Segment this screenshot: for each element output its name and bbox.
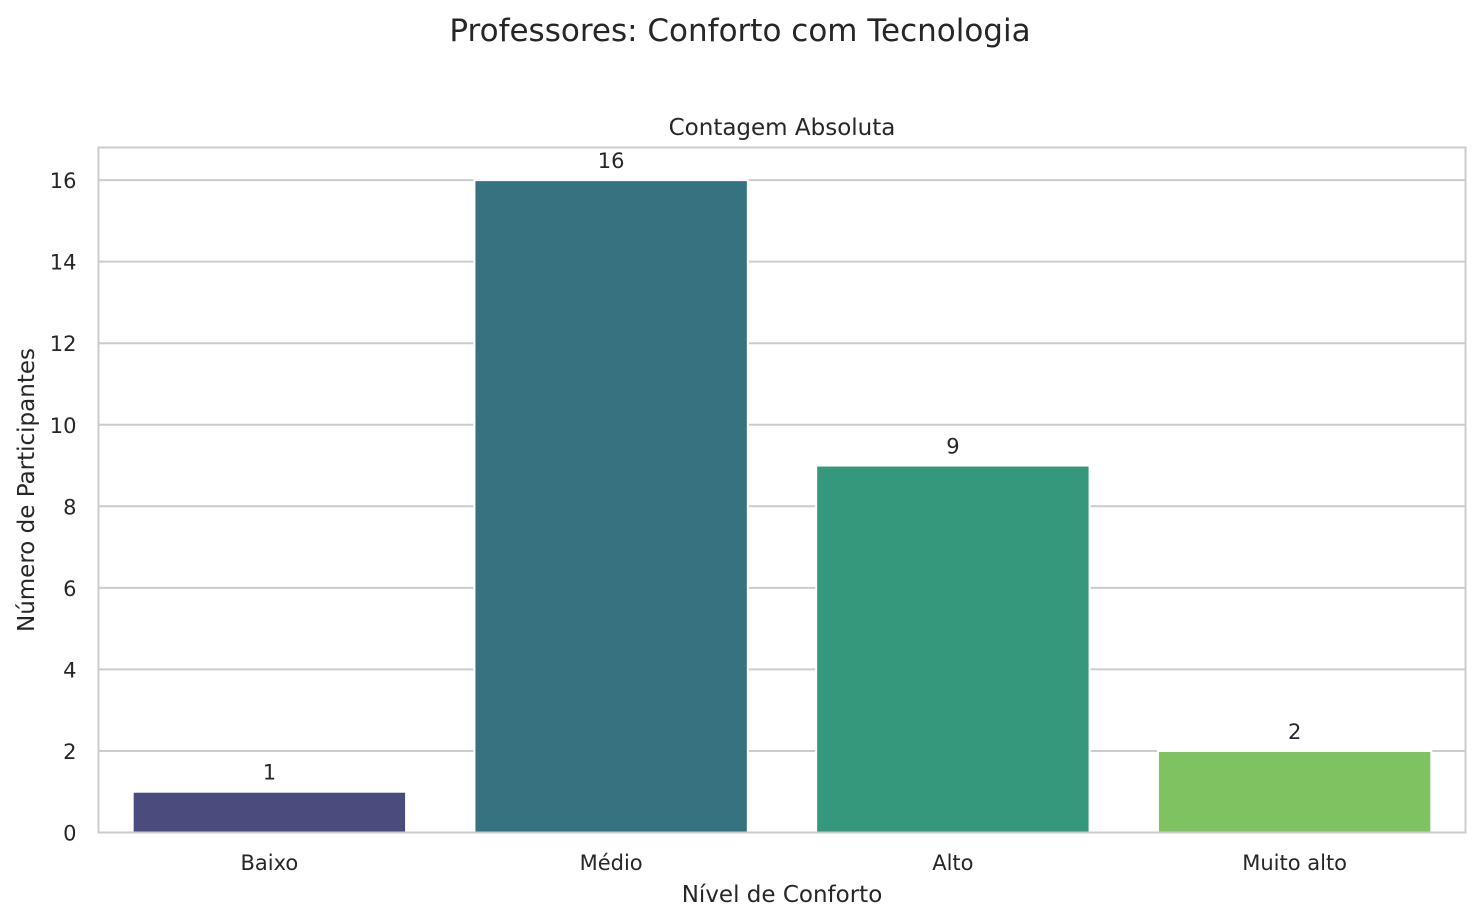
y-axis-label: Número de Participantes	[14, 348, 40, 632]
x-axis-ticks: Baixo Médio Alto Muito alto	[241, 851, 1348, 875]
x-tick-label: Muito alto	[1242, 851, 1347, 875]
data-labels: 1 16 9 2	[263, 149, 1302, 785]
x-axis-label: Nível de Conforto	[682, 882, 883, 908]
bar-value-label: 2	[1288, 720, 1301, 744]
y-tick-label: 12	[50, 332, 77, 356]
bars	[131, 179, 1433, 834]
bar-value-label: 16	[598, 149, 625, 173]
y-tick-label: 14	[50, 251, 77, 275]
y-tick-label: 2	[63, 740, 76, 764]
plot-area	[98, 147, 1466, 833]
x-tick-label: Alto	[932, 851, 973, 875]
plot-frame	[97, 146, 1467, 834]
y-tick-label: 10	[50, 414, 77, 438]
bar-value-label: 1	[263, 761, 276, 785]
y-tick-label: 4	[63, 658, 76, 682]
y-tick-label: 8	[63, 495, 76, 519]
y-axis-ticks: 0 2 4 6 8 10 12 14 16	[50, 169, 77, 845]
figure-suptitle: Professores: Conforto com Tecnologia	[449, 13, 1030, 49]
bar-value-label: 9	[946, 435, 959, 459]
x-tick-label: Baixo	[241, 851, 299, 875]
bar	[131, 790, 408, 834]
x-tick-label: Médio	[580, 851, 643, 875]
y-tick-label: 6	[63, 577, 76, 601]
bar	[815, 464, 1091, 834]
bar	[1156, 749, 1433, 834]
bar	[473, 179, 749, 834]
y-tick-label: 0	[63, 822, 76, 846]
axes-title: Contagem Absoluta	[669, 115, 896, 141]
y-tick-label: 16	[50, 169, 77, 193]
